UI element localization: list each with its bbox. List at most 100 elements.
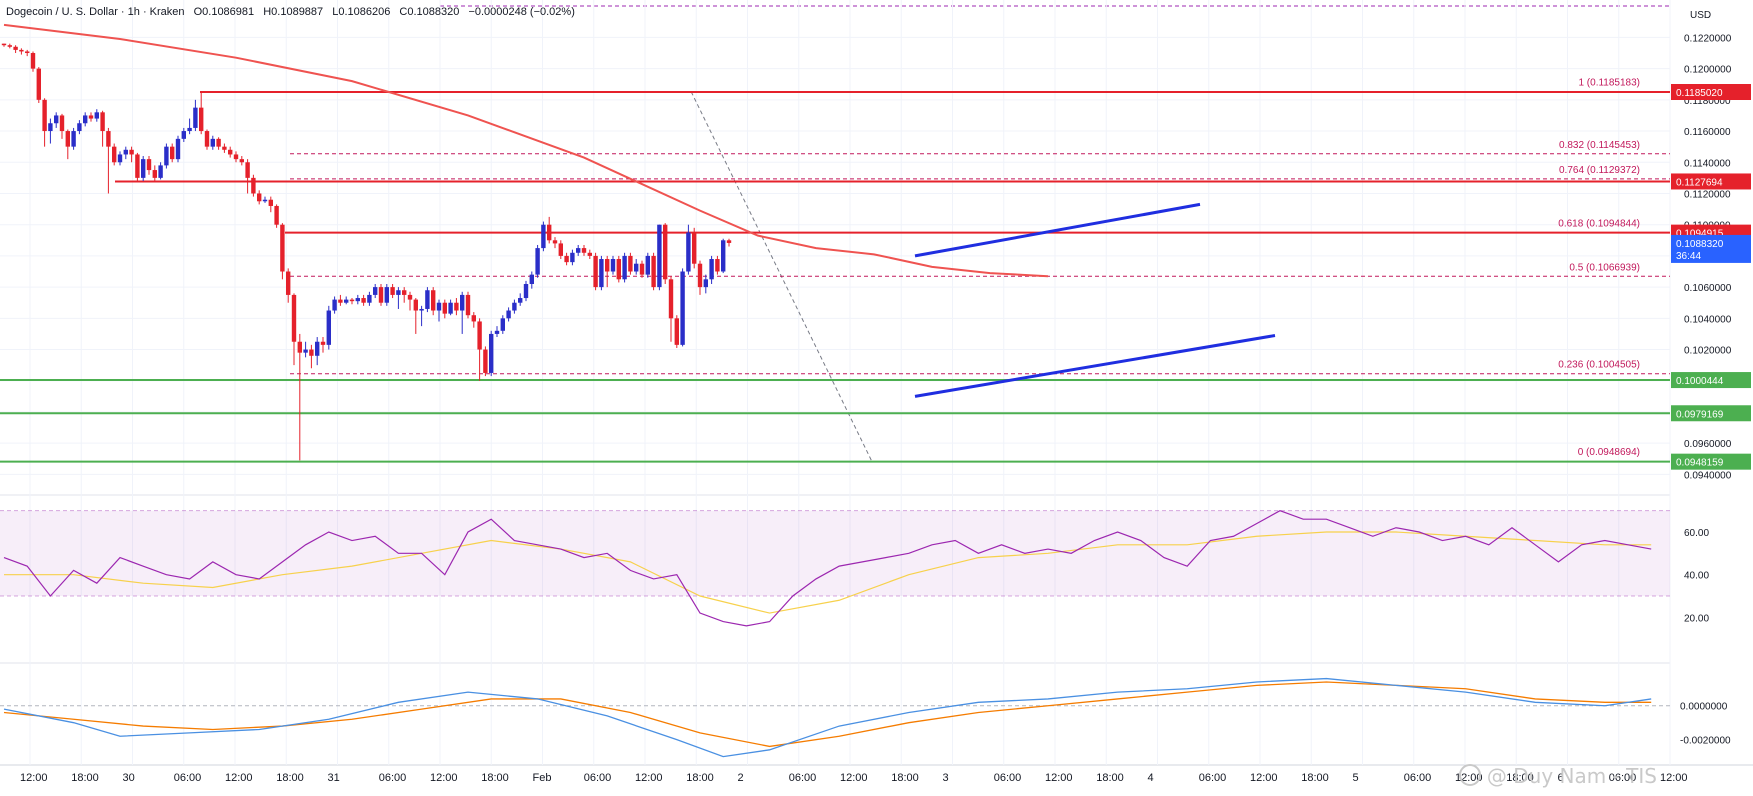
candle-body	[251, 177, 256, 194]
time-tick-label: 30	[123, 772, 135, 784]
candle-body	[645, 255, 650, 275]
time-tick-label: 12:00	[20, 772, 48, 784]
candle-body	[71, 131, 76, 147]
time-tick-label: 12:00	[1045, 772, 1073, 784]
candle-body	[152, 170, 157, 178]
candle-body	[297, 341, 302, 353]
candle-body	[680, 271, 685, 345]
candle-body	[210, 138, 215, 147]
candle-body	[529, 274, 534, 284]
time-tick-label: 18:00	[276, 772, 304, 784]
time-tick-label: 12:00	[1660, 772, 1688, 784]
candle-body	[158, 165, 163, 178]
support-price-text: 0.0979169	[1676, 409, 1724, 420]
support-price-badge	[1671, 453, 1751, 470]
candle-body	[199, 107, 204, 132]
candle-body	[593, 255, 598, 288]
time-tick-label: 06:00	[789, 772, 817, 784]
candle-body	[59, 115, 65, 132]
rsi-ma-line	[4, 531, 1652, 614]
candle-body	[512, 302, 517, 311]
support-price-text: 0.1000444	[1676, 376, 1724, 387]
candle-body	[13, 46, 18, 50]
time-tick-label: 06:00	[379, 772, 407, 784]
candle-body	[355, 298, 360, 302]
candle-body	[721, 240, 726, 272]
support-price-text: 0.0948159	[1676, 458, 1724, 469]
candle-body	[106, 131, 111, 147]
candle-body	[274, 205, 279, 225]
time-tick-label: 06:00	[1404, 772, 1432, 784]
support-price-badge	[1671, 405, 1751, 422]
candle-body	[117, 154, 123, 163]
rsi-line	[3, 510, 1652, 627]
candle-body	[361, 298, 366, 303]
candle-body	[303, 349, 308, 353]
candle-body	[1, 43, 7, 46]
price-tick-label: 0.0960000	[1684, 439, 1732, 450]
fib-level-label: 0.618 (0.1094844)	[1558, 219, 1640, 230]
watermark: @ Duy Nam - TIS	[1458, 764, 1657, 788]
candle-body	[378, 287, 384, 303]
candle-body	[42, 99, 47, 132]
candle-body	[471, 315, 476, 322]
candle-body	[715, 259, 720, 272]
symbol-label: Dogecoin / U. S. Dollar · 1h · Kraken	[6, 6, 185, 18]
candle-body	[448, 302, 453, 314]
time-tick-label: 18:00	[1506, 772, 1534, 784]
fib-level-label: 0 (0.0948694)	[1578, 447, 1640, 458]
candle-body	[610, 259, 616, 272]
price-tick-label: 0.1060000	[1684, 283, 1732, 294]
candle-body	[384, 287, 389, 303]
candle-body	[616, 259, 621, 280]
candle-body	[390, 287, 395, 295]
candle-body	[129, 149, 134, 155]
candle-body	[94, 112, 99, 119]
candle-body	[535, 248, 540, 275]
candle-body	[141, 159, 146, 178]
candle-body	[309, 349, 314, 356]
time-tick-label: 06:00	[1609, 772, 1637, 784]
candle-body	[686, 232, 691, 272]
candle-body	[697, 263, 703, 288]
candle-body	[320, 341, 326, 345]
fib-level-label: 0.832 (0.1145453)	[1559, 140, 1640, 151]
candle-body	[338, 299, 343, 303]
candle-body	[628, 255, 633, 272]
candle-body	[634, 263, 639, 272]
time-tick-label: 06:00	[994, 772, 1022, 784]
rsi-tick-label: 40.00	[1684, 571, 1709, 582]
macd-line	[3, 677, 1652, 758]
candle-body	[112, 146, 117, 163]
candle-body	[135, 154, 140, 178]
resistance-price-badge	[1671, 84, 1751, 101]
candle-body	[280, 224, 285, 272]
candle-body	[239, 159, 244, 163]
candle-body	[494, 330, 500, 334]
candle-body	[204, 131, 210, 147]
candle-body	[175, 138, 181, 160]
candle-body	[547, 224, 552, 241]
time-tick-label: 4	[1148, 772, 1154, 784]
candle-body	[477, 321, 482, 350]
candle-body	[367, 294, 372, 303]
price-tick-label: 0.1200000	[1684, 65, 1732, 76]
candle-body	[454, 302, 459, 311]
macd-tick-label: 0.0000000	[1680, 702, 1728, 713]
candle-body	[576, 248, 581, 253]
candle-body	[674, 318, 679, 345]
candle-body	[558, 243, 563, 256]
price-tick-label: 0.1120000	[1684, 189, 1731, 200]
time-tick-label: 2	[738, 772, 744, 784]
rsi-tick-label: 20.00	[1684, 613, 1709, 624]
candle-body	[639, 263, 645, 275]
candle-body	[262, 199, 268, 202]
candle-body	[726, 240, 732, 243]
candle-body	[396, 290, 401, 295]
time-tick-label: 18:00	[1096, 772, 1124, 784]
candle-body	[164, 146, 169, 166]
low-value: L0.1086206	[332, 6, 391, 18]
candle-body	[286, 271, 291, 295]
candle-body	[222, 146, 227, 150]
